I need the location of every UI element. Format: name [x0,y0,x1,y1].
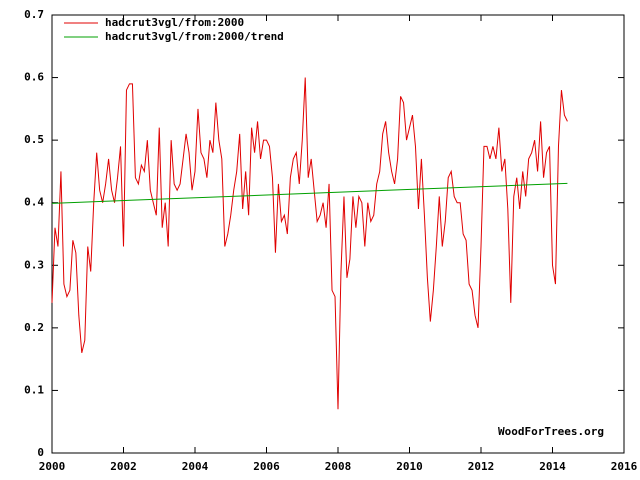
series-line [51,182,568,204]
x-tick-label: 2002 [110,460,137,473]
x-tick-label: 2000 [39,460,66,473]
y-tick-label: 0.7 [24,8,44,21]
y-tick-label: 0 [37,446,44,459]
x-tick-label: 2016 [611,460,638,473]
series-line [51,77,568,410]
y-tick-label: 0.4 [24,196,44,209]
y-tick-label: 0.2 [24,321,44,334]
watermark: WoodForTrees.org [498,425,604,438]
y-tick-label: 0.5 [24,133,44,146]
y-tick-label: 0.3 [24,258,44,271]
x-tick-label: 2006 [253,460,280,473]
y-tick-label: 0.1 [24,383,44,396]
x-tick-label: 2004 [182,460,209,473]
x-tick-label: 2008 [325,460,352,473]
x-tick-label: 2010 [396,460,423,473]
legend-label: hadcrut3vgl/from:2000 [105,16,244,29]
x-tick-label: 2014 [539,460,566,473]
x-tick-label: 2012 [468,460,495,473]
y-tick-label: 0.6 [24,71,44,84]
legend-label: hadcrut3vgl/from:2000/trend [105,30,284,43]
